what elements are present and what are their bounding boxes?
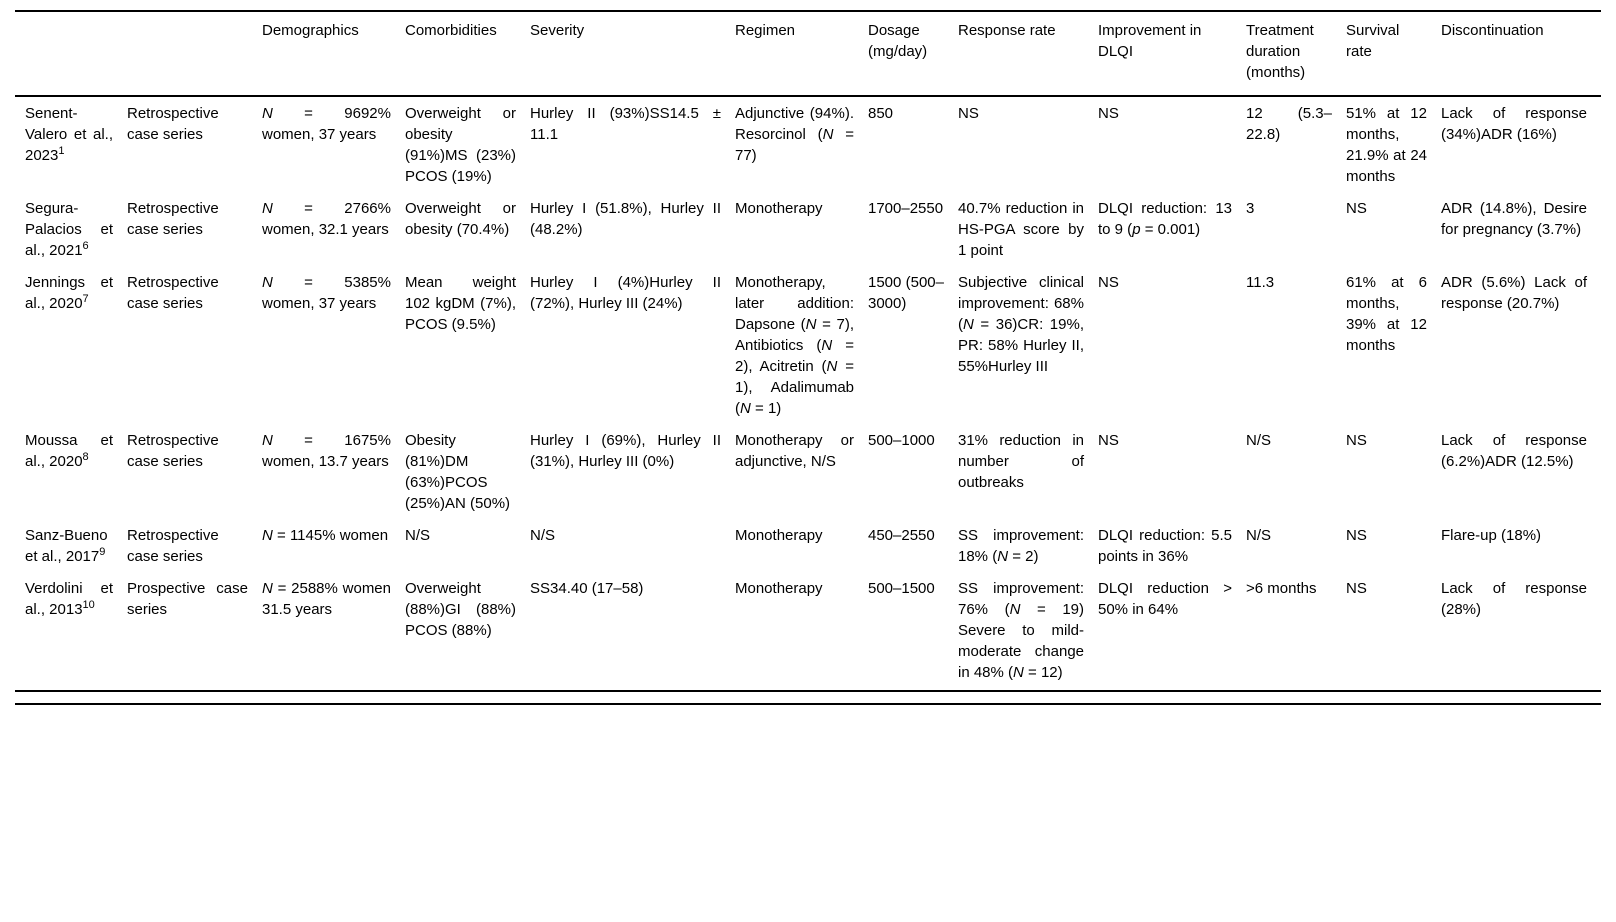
cell-study: Segura-Palacios et al., 20216: [25, 200, 113, 259]
table-bottom-rule: [15, 703, 1601, 705]
cell-study: Moussa et al., 20208: [25, 432, 113, 470]
cell-dlqi: DLQI reduction > 50% in 64%: [1098, 580, 1232, 618]
cell-dlqi: DLQI reduction: 13 to 9 (p = 0.001): [1098, 200, 1232, 238]
table-row: Segura-Palacios et al., 20216 Retrospecti…: [15, 194, 1601, 268]
col-header-regimen: Regimen: [735, 11, 868, 97]
cell-dlqi: NS: [1098, 432, 1119, 449]
cell-response: 40.7% reduction in HS-PGA score by 1 poi…: [958, 200, 1084, 259]
cell-duration: N/S: [1246, 527, 1272, 544]
cell-response: SS improvement: 18% (N = 2): [958, 527, 1084, 565]
cell-regimen: Adjunctive (94%). Resorcinol (N = 77): [735, 105, 854, 164]
cell-severity: N/S: [530, 527, 556, 544]
cell-comorbidities: Obesity (81%)DM (63%)PCOS (25%)AN (50%): [405, 432, 511, 512]
cell-regimen: Monotherapy: [735, 200, 823, 217]
cell-survival: NS: [1346, 527, 1367, 544]
col-header-design: [127, 11, 262, 97]
cell-demographics: N = 1675% women, 13.7 years: [262, 432, 391, 470]
cell-dlqi: DLQI reduction: 5.5 points in 36%: [1098, 527, 1232, 565]
cell-duration: N/S: [1246, 432, 1272, 449]
cell-regimen: Monotherapy: [735, 527, 823, 544]
study-results-table: Demographics Comorbidities Severity Regi…: [15, 10, 1601, 692]
cell-dlqi: NS: [1098, 105, 1119, 122]
cell-severity: Hurley I (51.8%), Hurley II (48.2%): [530, 200, 721, 238]
cell-discontinuation: ADR (14.8%), Desire for pregnancy (3.7%): [1441, 200, 1587, 238]
cell-response: Subjective clinical improvement: 68% (N …: [958, 274, 1084, 375]
table-row: Moussa et al., 20208 Retrospective case s…: [15, 426, 1601, 521]
col-header-comorbidities: Comorbidities: [405, 11, 530, 97]
cell-design: Retrospective case series: [127, 527, 219, 565]
cell-response: 31% reduction in number of outbreaks: [958, 432, 1084, 491]
col-header-discontinuation: Discontinuation: [1441, 11, 1601, 97]
cell-demographics: N = 2588% women 31.5 years: [262, 580, 391, 618]
cell-survival: 61% at 6 months, 39% at 12 months: [1346, 274, 1427, 354]
table-row: Sanz-Bueno et al., 20179 Retrospective ca…: [15, 521, 1601, 574]
cell-discontinuation: Lack of response (28%): [1441, 580, 1587, 618]
col-header-duration: Treatment duration (months): [1246, 11, 1346, 97]
cell-duration: 3: [1246, 200, 1255, 217]
cell-discontinuation: Lack of response (34%)ADR (16%): [1441, 105, 1587, 143]
cell-dosage: 850: [868, 105, 894, 122]
col-header-study: [15, 11, 127, 97]
cell-response: SS improvement: 76% (N = 19) Severe to m…: [958, 580, 1085, 681]
cell-duration: 12 (5.3–22.8): [1246, 105, 1332, 143]
col-header-dosage: Dosage (mg/day): [868, 11, 958, 97]
cell-design: Retrospective case series: [127, 432, 219, 470]
study-results-table-container: Demographics Comorbidities Severity Regi…: [15, 10, 1601, 692]
table-body: Senent-Valero et al., 20231 Retrospective…: [15, 96, 1601, 691]
table-row: Senent-Valero et al., 20231 Retrospective…: [15, 96, 1601, 194]
cell-discontinuation: Flare-up (18%): [1441, 527, 1542, 544]
cell-regimen: Monotherapy: [735, 580, 823, 597]
cell-response: NS: [958, 105, 979, 122]
cell-severity: Hurley I (4%)Hurley II (72%), Hurley III…: [530, 274, 721, 312]
cell-survival: NS: [1346, 580, 1367, 597]
cell-severity: SS34.40 (17–58): [530, 580, 644, 597]
table-header: Demographics Comorbidities Severity Regi…: [15, 11, 1601, 97]
cell-study: Sanz-Bueno et al., 20179: [25, 527, 108, 565]
cell-dosage: 500–1500: [868, 580, 935, 597]
col-header-response: Response rate: [958, 11, 1098, 97]
cell-duration: >6 months: [1246, 580, 1317, 597]
cell-demographics: N = 1145% women: [262, 527, 389, 544]
cell-duration: 11.3: [1246, 274, 1275, 291]
cell-design: Retrospective case series: [127, 200, 219, 238]
cell-comorbidities: Overweight or obesity (91%)MS (23%) PCOS…: [405, 105, 516, 185]
col-header-severity: Severity: [530, 11, 735, 97]
cell-dlqi: NS: [1098, 274, 1119, 291]
cell-survival: NS: [1346, 200, 1367, 217]
cell-demographics: N = 5385% women, 37 years: [262, 274, 391, 312]
cell-survival: NS: [1346, 432, 1367, 449]
col-header-dlqi: Improvement in DLQI: [1098, 11, 1246, 97]
cell-dosage: 1700–2550: [868, 200, 944, 217]
cell-study: Verdolini et al., 201310: [25, 580, 113, 618]
cell-design: Retrospective case series: [127, 274, 219, 312]
cell-dosage: 1500 (500–3000): [868, 274, 944, 312]
cell-regimen: Monotherapy or adjunctive, N/S: [735, 432, 854, 470]
cell-regimen: Monotherapy, later addition: Dapsone (N …: [735, 274, 854, 417]
cell-discontinuation: Lack of response (6.2%)ADR (12.5%): [1441, 432, 1587, 470]
table-row: Verdolini et al., 201310 Prospective case…: [15, 574, 1601, 691]
cell-demographics: N = 9692% women, 37 years: [262, 105, 391, 143]
cell-comorbidities: N/S: [405, 527, 431, 544]
cell-demographics: N = 2766% women, 32.1 years: [262, 200, 391, 238]
cell-study: Senent-Valero et al., 20231: [25, 105, 113, 164]
col-header-demographics: Demographics: [262, 11, 405, 97]
cell-severity: Hurley II (93%)SS14.5 ± 11.1: [530, 105, 721, 143]
col-header-survival: Survival rate: [1346, 11, 1441, 97]
cell-severity: Hurley I (69%), Hurley II (31%), Hurley …: [530, 432, 721, 470]
cell-discontinuation: ADR (5.6%) Lack of response (20.7%): [1441, 274, 1587, 312]
cell-design: Retrospective case series: [127, 105, 219, 143]
cell-dosage: 500–1000: [868, 432, 935, 449]
cell-comorbidities: Overweight or obesity (70.4%): [405, 200, 516, 238]
cell-comorbidities: Overweight (88%)GI (88%) PCOS (88%): [405, 580, 516, 639]
table-header-row: Demographics Comorbidities Severity Regi…: [15, 11, 1601, 97]
table-row: Jennings et al., 20207 Retrospective case…: [15, 268, 1601, 426]
cell-design: Prospective case series: [127, 580, 248, 618]
cell-survival: 51% at 12 months, 21.9% at 24 months: [1346, 105, 1427, 185]
cell-dosage: 450–2550: [868, 527, 935, 544]
cell-study: Jennings et al., 20207: [25, 274, 113, 312]
cell-comorbidities: Mean weight 102 kgDM (7%), PCOS (9.5%): [405, 274, 516, 333]
